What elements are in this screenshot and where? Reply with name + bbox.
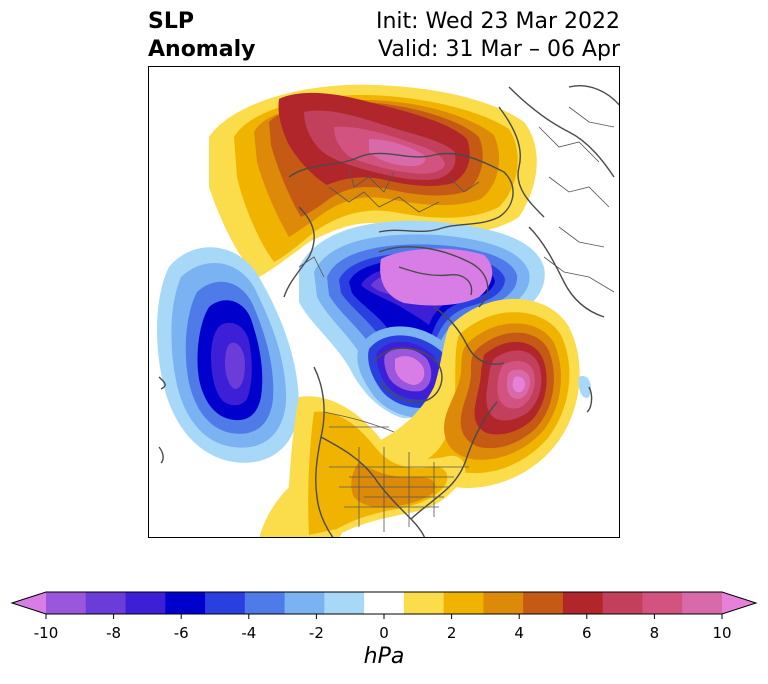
slp-anomaly-map [148, 66, 620, 538]
colorbar-extend-high [722, 592, 756, 614]
colorbar-swatch [562, 592, 604, 614]
colorbar: -10 -8 -6 -4 -2 0 2 4 6 8 10 [10, 591, 758, 642]
colorbar-tick-label: -6 [174, 624, 189, 642]
colorbar-swatch [523, 592, 564, 614]
colorbar-swatch [324, 592, 365, 614]
colorbar-tick-label: 8 [650, 624, 660, 642]
colorbar-swatch [125, 592, 166, 614]
colorbar-swatch [85, 592, 127, 614]
forecast-dates: Init: Wed 23 Mar 2022 Valid: 31 Mar – 06… [376, 8, 620, 64]
small-negative-patch [578, 376, 591, 398]
colorbar-swatch [244, 592, 286, 614]
colorbar-swatch [403, 592, 445, 614]
political-borders [298, 106, 615, 532]
colorbar-swatch [205, 592, 246, 614]
anomaly-field [157, 84, 619, 537]
colorbar-tick-label: -8 [106, 624, 121, 642]
init-date: Init: Wed 23 Mar 2022 [375, 9, 620, 34]
colorbar-tick-label: -10 [34, 624, 59, 642]
colorbar-tick-label: 4 [514, 624, 524, 642]
colorbar-ticks: -10 -8 -6 -4 -2 0 2 4 6 8 10 [34, 614, 732, 642]
colorbar-swatch [46, 592, 87, 614]
colorbar-swatch [642, 592, 683, 614]
valid-date: Valid: 31 Mar – 06 Apr [378, 37, 620, 62]
colorbar-swatch [165, 592, 206, 614]
title-variable: SLP [148, 9, 194, 34]
colorbar-tick-label: 6 [582, 624, 592, 642]
colorbar-tick-label: 10 [712, 624, 731, 642]
colorbar-tick-label: 2 [447, 624, 457, 642]
negative-anomaly-pacific [157, 247, 299, 463]
colorbar-swatches [46, 592, 723, 614]
colorbar-swatch [443, 592, 484, 614]
colorbar-tick-label: 0 [379, 624, 389, 642]
colorbar-swatch [602, 592, 643, 614]
colorbar-swatch [364, 592, 405, 614]
colorbar-swatch [682, 592, 723, 614]
title-subtitle: Anomaly [148, 37, 256, 62]
colorbar-swatch [483, 592, 524, 614]
colorbar-extend-low [12, 592, 46, 614]
colorbar-swatch [284, 592, 325, 614]
colorbar-tick-label: -4 [241, 624, 256, 642]
colorbar-tick-label: -2 [309, 624, 324, 642]
colorbar-units: hPa [363, 644, 405, 669]
map-title: SLP Anomaly [148, 8, 255, 64]
